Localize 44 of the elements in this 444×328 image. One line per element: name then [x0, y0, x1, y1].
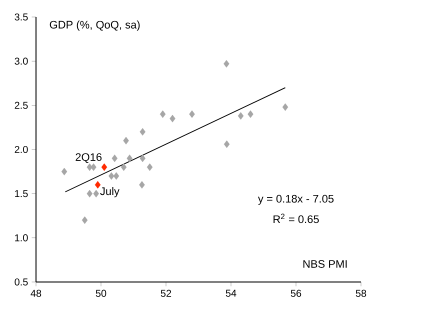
y-tick-label: 1.5: [15, 190, 28, 198]
point: [140, 128, 146, 136]
y-tick-label: 1.0: [15, 234, 28, 242]
point: [93, 190, 100, 198]
annotation: R$^{2}$ = 0.65: [274, 214, 319, 224]
point: [120, 163, 127, 171]
y-tick-label: 3.5: [14, 13, 28, 21]
point: [112, 154, 118, 162]
annotation: July: [100, 187, 120, 198]
point: [248, 110, 254, 118]
y-tick-label: 2.5: [14, 102, 28, 109]
y-tick-label: 2.0: [14, 146, 28, 154]
x-tick-label: 48: [30, 290, 42, 297]
y-tick-label: 3.0: [14, 58, 28, 65]
annotation: 2Q16: [76, 153, 102, 163]
x-tick-label: 54: [226, 290, 236, 297]
x-tick-label: 50: [96, 290, 106, 297]
point: [170, 114, 176, 122]
point: [189, 110, 195, 118]
point: [82, 216, 88, 224]
x-axis-title: NBS PMI: [303, 260, 347, 268]
point: [238, 112, 244, 120]
point: [140, 154, 146, 162]
point: [160, 110, 166, 118]
point: [101, 163, 108, 171]
point: [108, 172, 114, 180]
point: [86, 190, 93, 198]
point: [94, 181, 101, 189]
point: [61, 168, 68, 176]
point: [113, 172, 120, 180]
x-tick-label: 52: [160, 290, 172, 297]
x-tick-label: 58: [356, 290, 366, 297]
point: [139, 181, 145, 189]
x-tick-label: 56: [290, 290, 302, 297]
point: [126, 154, 133, 162]
point: [123, 136, 129, 144]
point: [146, 163, 153, 171]
point: [224, 60, 230, 68]
point: [90, 163, 96, 171]
point: [224, 140, 230, 148]
y-axis-title: GDP (%, QoQ, sa): [50, 20, 140, 31]
point: [282, 103, 288, 111]
y-tick-label: 0.5: [14, 278, 28, 286]
annotation: y = 0.18x - 7.05: [258, 194, 334, 205]
